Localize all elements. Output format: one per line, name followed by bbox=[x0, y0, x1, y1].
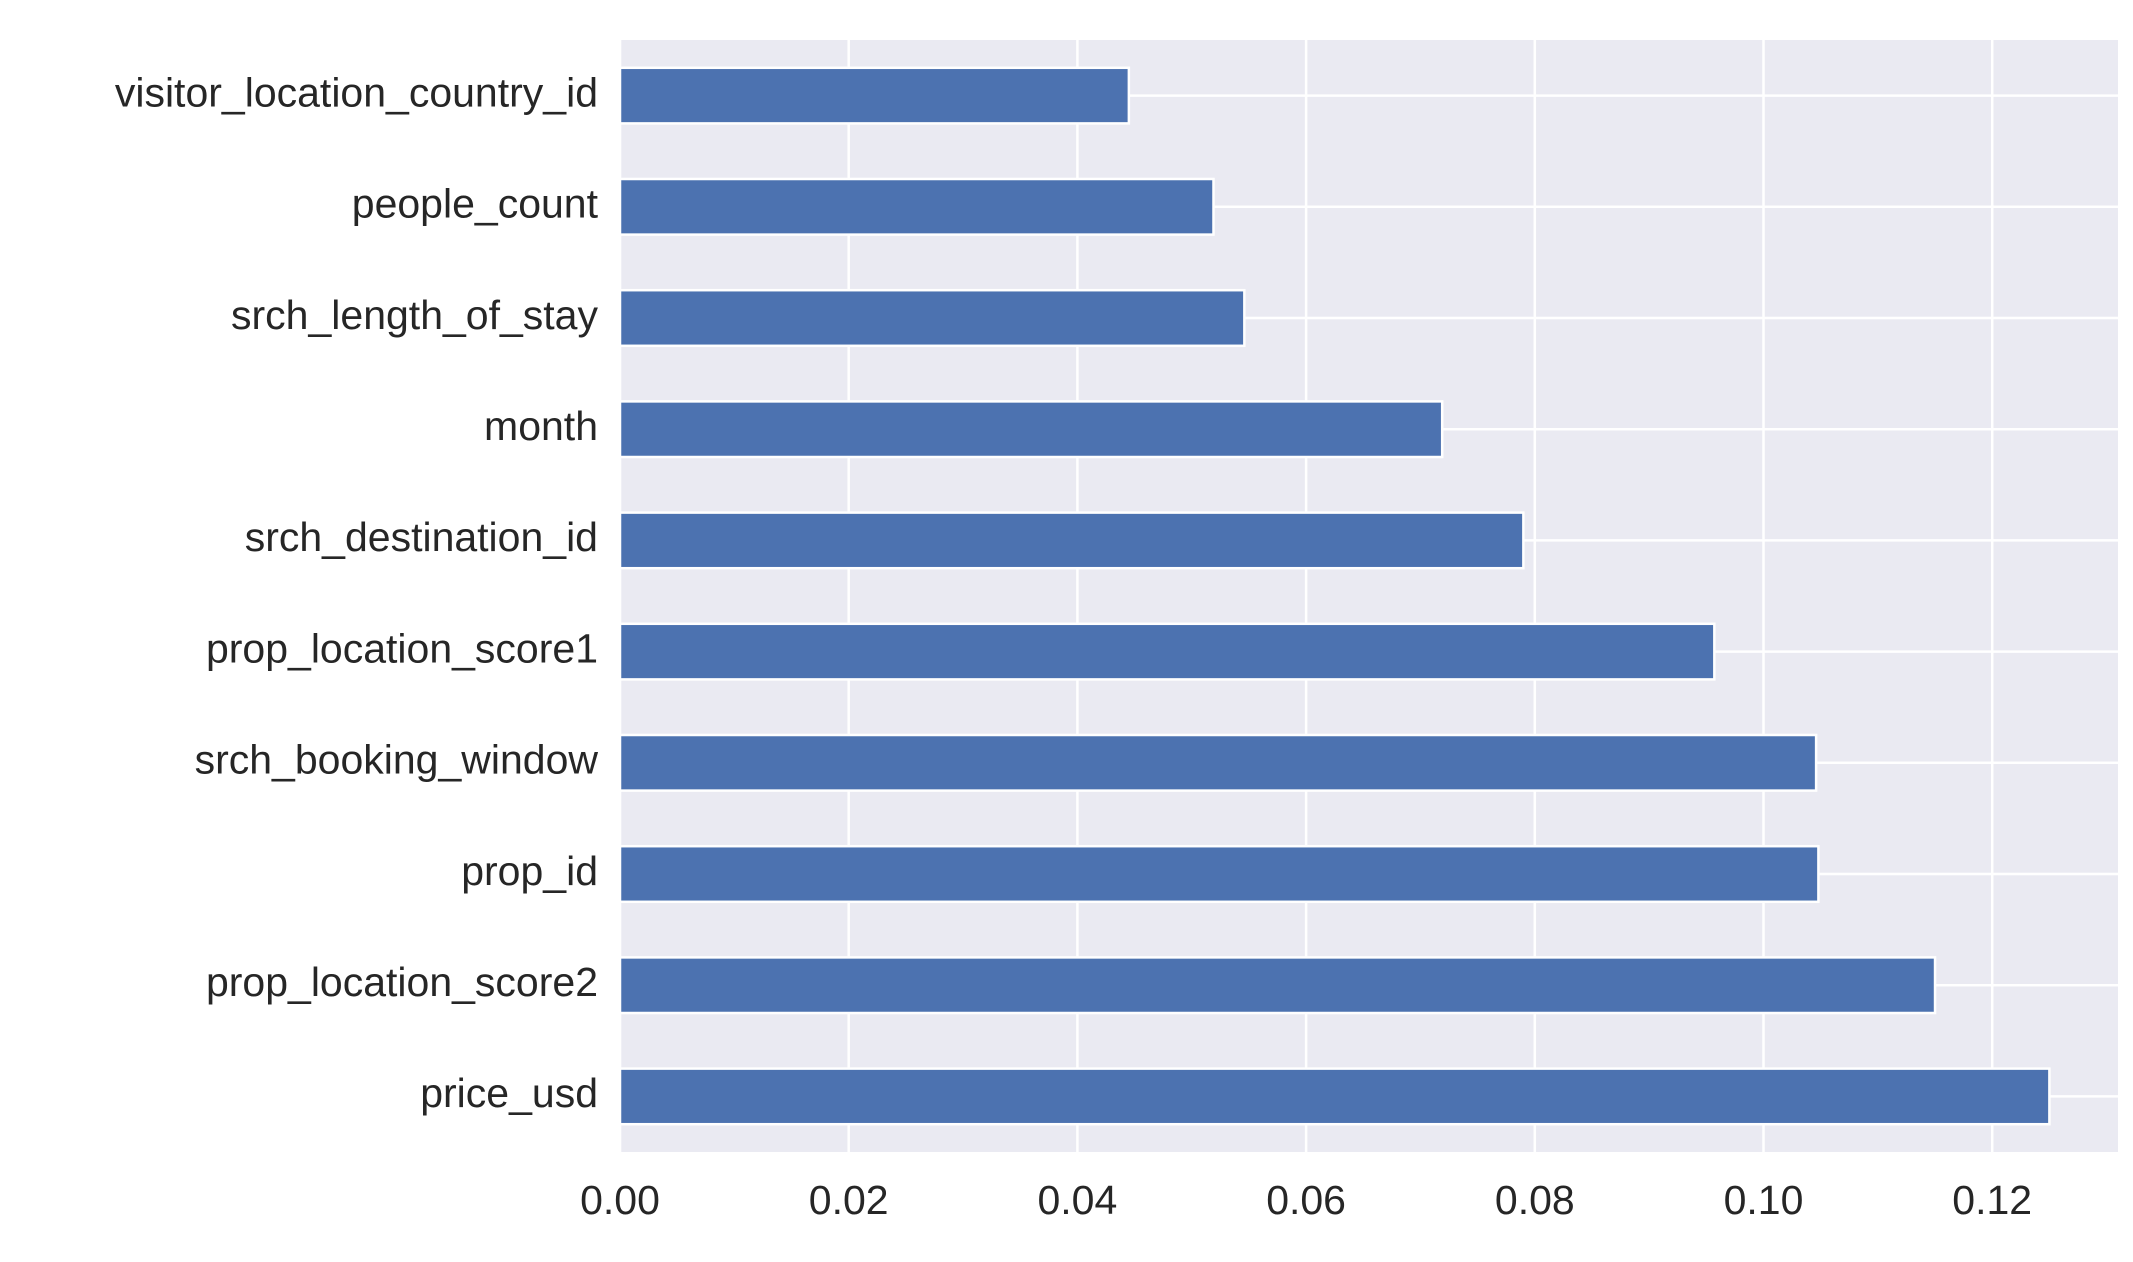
bar-visitor-location-country-id bbox=[618, 66, 1131, 125]
y-tick-label: price_usd bbox=[420, 1070, 598, 1116]
bar-price-usd bbox=[618, 1067, 2051, 1126]
y-tick-label: prop_location_score1 bbox=[206, 625, 598, 671]
y-tick-label: srch_length_of_stay bbox=[231, 292, 598, 338]
y-tick-label: prop_location_score2 bbox=[206, 959, 598, 1005]
x-tick-labels: 0.00 0.02 0.04 0.06 0.08 0.10 0.12 bbox=[580, 1177, 2032, 1223]
bar-people-count bbox=[618, 177, 1215, 236]
bars bbox=[618, 66, 2051, 1126]
bar-prop-location-score2 bbox=[618, 956, 1937, 1015]
y-tick-label: month bbox=[484, 403, 598, 449]
bar-month bbox=[618, 400, 1444, 459]
y-tick-labels: visitor_location_country_id people_counts… bbox=[115, 69, 599, 1116]
x-tick-label: 0.00 bbox=[580, 1177, 660, 1223]
x-tick-label: 0.10 bbox=[1724, 1177, 1804, 1223]
bar-prop-id bbox=[618, 844, 1820, 904]
bar-srch-length-of-stay bbox=[618, 288, 1246, 348]
x-tick-label: 0.02 bbox=[809, 1177, 889, 1223]
bar-srch-destination-id bbox=[618, 511, 1525, 570]
bar-prop-location-score1 bbox=[618, 622, 1716, 681]
x-tick-label: 0.08 bbox=[1495, 1177, 1575, 1223]
x-tick-label: 0.06 bbox=[1266, 1177, 1346, 1223]
x-tick-label: 0.12 bbox=[1952, 1177, 2032, 1223]
bar-srch-booking-window bbox=[618, 733, 1818, 792]
x-tick-label: 0.04 bbox=[1037, 1177, 1117, 1223]
y-tick-label: people_count bbox=[352, 181, 599, 227]
y-tick-label: prop_id bbox=[461, 848, 598, 894]
y-tick-label: srch_destination_id bbox=[245, 514, 598, 560]
y-tick-label: visitor_location_country_id bbox=[115, 69, 598, 115]
y-tick-label: srch_booking_window bbox=[195, 737, 599, 783]
